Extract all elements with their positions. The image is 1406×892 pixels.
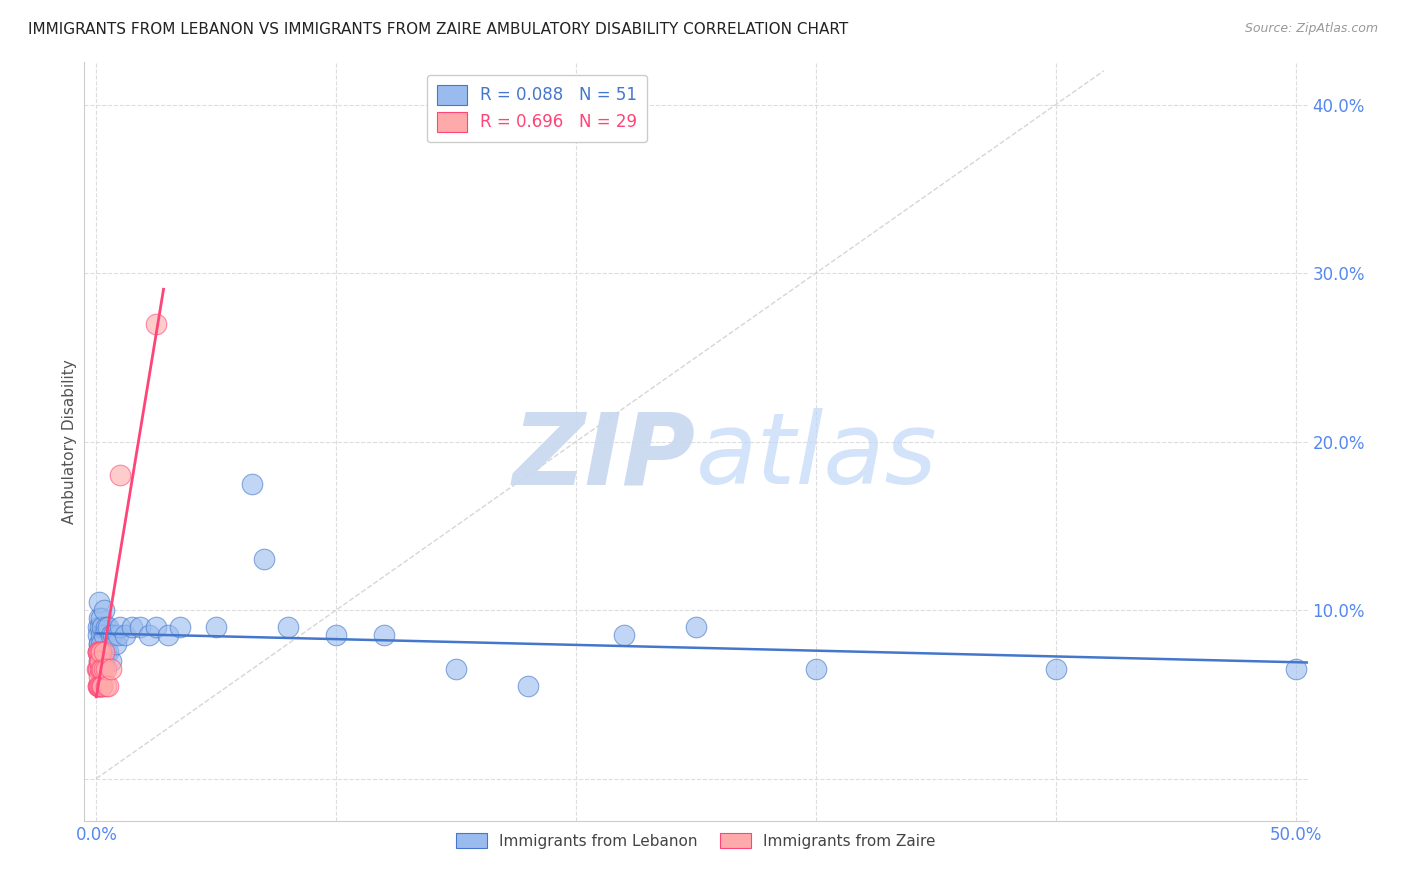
Point [100,628,122,642]
Point [157,628,180,642]
Text: IMMIGRANTS FROM LEBANON VS IMMIGRANTS FROM ZAIRE AMBULATORY DISABILITY CORRELATI: IMMIGRANTS FROM LEBANON VS IMMIGRANTS FR… [28,22,848,37]
Point [87,637,110,651]
Point [86,645,108,659]
Point [104,637,127,651]
Point [87,594,110,608]
Point [145,317,167,331]
Point [89,654,111,668]
Point [87,679,110,693]
Point [114,628,136,642]
Point [86,620,108,634]
Point [86,679,108,693]
Point [444,662,467,676]
Point [517,679,540,693]
Point [90,645,112,659]
Point [240,476,263,491]
Point [86,662,108,676]
Point [97,645,120,659]
Point [94,620,117,634]
Point [138,628,160,642]
Point [94,645,117,659]
Point [94,662,117,676]
Point [87,645,110,659]
Point [87,662,110,676]
Point [94,679,117,693]
Point [93,628,115,642]
Point [100,662,122,676]
Point [107,628,129,642]
Point [90,679,112,693]
Point [90,637,112,651]
Point [325,628,347,642]
Legend: Immigrants from Lebanon, Immigrants from Zaire: Immigrants from Lebanon, Immigrants from… [450,827,942,855]
Point [804,662,827,676]
Point [89,670,111,684]
Point [87,654,110,668]
Point [87,654,110,668]
Point [110,468,132,483]
Point [613,628,636,642]
Point [90,611,112,625]
Point [101,628,124,642]
Point [253,552,276,566]
Point [121,620,143,634]
Point [97,679,120,693]
Point [89,662,111,676]
Point [89,679,111,693]
Point [1045,662,1067,676]
Point [90,662,112,676]
Point [90,679,112,693]
Point [110,620,132,634]
Point [100,654,122,668]
Point [373,628,395,642]
Point [93,654,115,668]
Point [86,645,108,659]
Point [91,620,114,634]
Point [90,628,112,642]
Point [169,620,191,634]
Point [90,662,112,676]
Y-axis label: Ambulatory Disability: Ambulatory Disability [62,359,77,524]
Point [90,662,112,676]
Point [89,620,111,634]
Point [1284,662,1306,676]
Point [90,645,112,659]
Text: atlas: atlas [696,409,938,505]
Point [97,620,120,634]
Point [87,628,110,642]
Point [87,611,110,625]
Point [93,603,115,617]
Point [89,645,111,659]
Point [93,645,115,659]
Text: ZIP: ZIP [513,409,696,505]
Point [93,662,115,676]
Point [89,679,111,693]
Point [89,645,111,659]
Point [685,620,707,634]
Point [128,620,150,634]
Point [205,620,228,634]
Point [87,679,110,693]
Point [87,662,110,676]
Point [89,662,111,676]
Point [145,620,167,634]
Point [277,620,299,634]
Text: Source: ZipAtlas.com: Source: ZipAtlas.com [1244,22,1378,36]
Point [91,679,114,693]
Point [89,654,111,668]
Point [89,637,111,651]
